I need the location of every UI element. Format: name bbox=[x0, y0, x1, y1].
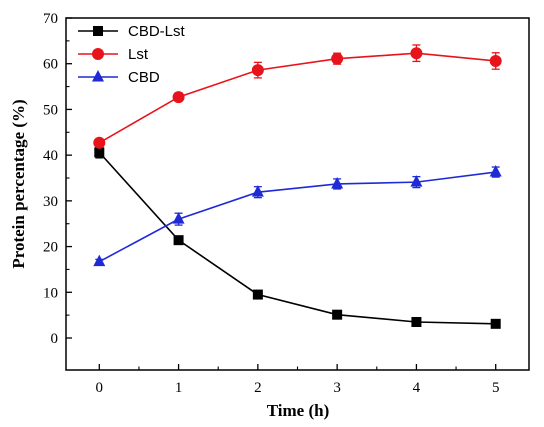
series-layer bbox=[93, 44, 502, 329]
data-point bbox=[252, 289, 263, 300]
x-tick-label: 4 bbox=[413, 380, 421, 396]
series-lst bbox=[93, 44, 502, 149]
series-line bbox=[98, 171, 496, 263]
y-tick-label: 60 bbox=[43, 57, 58, 73]
data-point bbox=[410, 47, 423, 60]
data-point bbox=[251, 64, 264, 77]
x-tick-label: 0 bbox=[96, 380, 104, 396]
y-axis-title: Protein percentage (%) bbox=[9, 99, 28, 268]
y-tick-label: 0 bbox=[51, 331, 59, 347]
y-tick-label: 40 bbox=[43, 148, 58, 164]
data-point bbox=[173, 235, 184, 246]
x-tick-label: 2 bbox=[254, 380, 262, 396]
data-point bbox=[94, 147, 105, 158]
legend-marker bbox=[92, 48, 104, 60]
legend-marker bbox=[93, 26, 103, 36]
x-tick-label: 5 bbox=[492, 380, 500, 396]
y-tick-label: 70 bbox=[43, 11, 58, 27]
x-tick-label: 3 bbox=[333, 380, 341, 396]
data-point bbox=[172, 212, 185, 224]
data-point bbox=[489, 54, 502, 67]
data-point bbox=[172, 91, 185, 104]
series-line bbox=[98, 151, 496, 325]
axes: 0 10 20 30 40 50 60 70 0 1 2 3 4 5 bbox=[43, 11, 530, 396]
legend-item: CBD bbox=[78, 69, 160, 86]
legend: CBD-Lst Lst CBD bbox=[78, 23, 186, 86]
data-point bbox=[490, 318, 501, 329]
legend-label: CBD bbox=[128, 69, 160, 86]
data-point bbox=[332, 309, 343, 320]
data-point bbox=[93, 254, 106, 267]
x-tick-label: 1 bbox=[175, 380, 183, 396]
y-tick-label: 30 bbox=[43, 194, 58, 210]
data-point bbox=[331, 176, 344, 189]
y-tick-label: 10 bbox=[43, 285, 58, 301]
data-point bbox=[411, 317, 422, 327]
series-line bbox=[98, 52, 496, 144]
data-point bbox=[410, 175, 423, 187]
legend-item: Lst bbox=[78, 46, 149, 63]
legend-label: Lst bbox=[128, 46, 149, 63]
data-point bbox=[331, 52, 344, 65]
series-cbd bbox=[93, 165, 502, 267]
series-cbd-lst bbox=[94, 146, 501, 329]
data-point bbox=[93, 136, 106, 149]
legend-marker bbox=[92, 70, 104, 82]
legend-label: CBD-Lst bbox=[128, 23, 186, 40]
x-axis-title: Time (h) bbox=[267, 401, 330, 420]
y-tick-label: 20 bbox=[43, 240, 58, 256]
data-point bbox=[489, 165, 502, 177]
y-tick-label: 50 bbox=[43, 102, 58, 118]
legend-item: CBD-Lst bbox=[78, 23, 186, 40]
data-point bbox=[251, 185, 264, 197]
